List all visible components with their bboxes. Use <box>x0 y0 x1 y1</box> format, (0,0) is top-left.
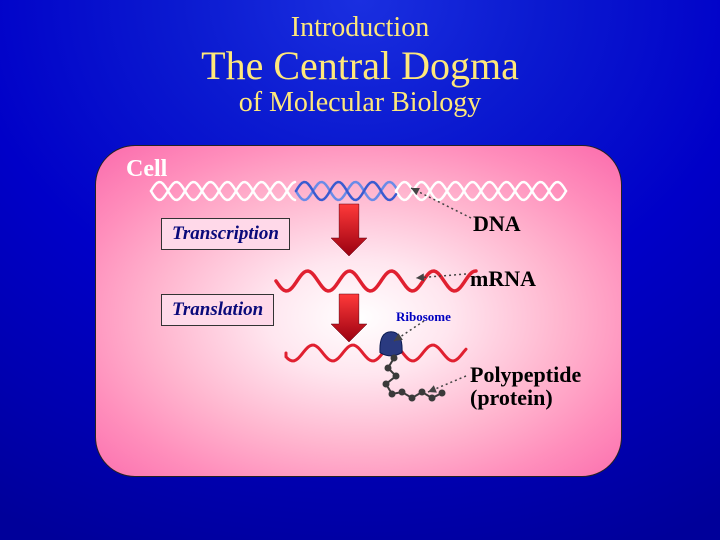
title-block: Introduction The Central Dogma of Molecu… <box>0 12 720 119</box>
callout-dna: DNA <box>473 212 521 235</box>
title-line3: of Molecular Biology <box>0 87 720 119</box>
cell-box: Cell Transcription Translation Ribosome <box>95 145 622 477</box>
ribosome-label: Ribosome <box>396 309 451 325</box>
callout-mrna: mRNA <box>470 267 536 290</box>
process-translation-label: Translation <box>161 294 274 326</box>
title-line1: Introduction <box>0 12 720 44</box>
callout-protein: Polypeptide(protein) <box>470 363 581 409</box>
process-transcription-label: Transcription <box>161 218 290 250</box>
slide: Introduction The Central Dogma of Molecu… <box>0 0 720 540</box>
title-line2: The Central Dogma <box>0 42 720 89</box>
